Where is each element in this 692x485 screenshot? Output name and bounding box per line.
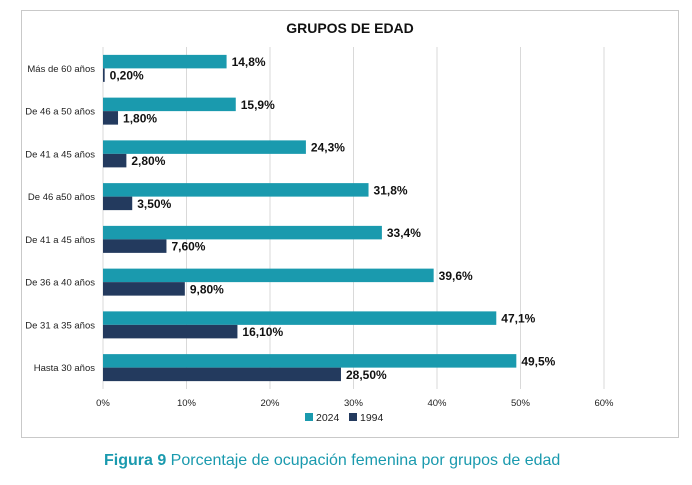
bar-2024	[103, 140, 306, 154]
legend-label-2024: 2024	[316, 412, 340, 424]
data-label-1994: 3,50%	[137, 197, 171, 211]
x-tick-label: 20%	[260, 398, 280, 409]
x-tick-label: 30%	[344, 398, 364, 409]
bar-1994	[103, 68, 105, 82]
data-label-2024: 24,3%	[311, 141, 345, 155]
category-label: Más de 60 años	[27, 64, 95, 75]
data-label-1994: 9,80%	[190, 282, 224, 296]
bar-chart: GRUPOS DE EDAD 14,8% 0,20% Más de 60 años 15…	[25, 20, 614, 424]
data-label-2024: 39,6%	[439, 269, 473, 283]
legend-label-1994: 1994	[360, 412, 384, 424]
data-label-1994: 0,20%	[110, 69, 144, 83]
bar-1994	[103, 367, 341, 382]
category-label: De 41 a 45 años	[25, 235, 95, 246]
x-tick-label: 10%	[177, 398, 197, 409]
x-tick-label: 50%	[511, 398, 531, 409]
legend-swatch-1994	[349, 413, 357, 421]
bar-1994	[103, 153, 127, 168]
data-label-2024: 49,5%	[521, 354, 555, 368]
bar-2024	[103, 268, 434, 283]
data-label-2024: 14,8%	[232, 55, 266, 69]
figure-caption-label: Figura 9	[104, 452, 167, 469]
bar-2024	[103, 225, 382, 240]
data-label-1994: 16,10%	[242, 325, 283, 339]
data-label-2024: 47,1%	[501, 312, 535, 326]
figure-caption-text: Porcentaje de ocupación femenina por gru…	[166, 452, 561, 469]
category-label: De 41 a 45 años	[25, 149, 95, 160]
data-label-1994: 1,80%	[123, 111, 157, 125]
category-label: De 46 a50 años	[28, 192, 95, 203]
category-label: De 36 a 40 años	[25, 278, 95, 289]
x-tick-label: 0%	[96, 398, 110, 409]
bar-1994	[103, 324, 238, 339]
x-tick-label: 60%	[594, 398, 614, 409]
data-label-2024: 31,8%	[374, 183, 408, 197]
bar-1994	[103, 239, 167, 253]
data-label-2024: 33,4%	[387, 226, 421, 240]
bar-2024	[103, 183, 369, 197]
data-label-1994: 2,80%	[131, 154, 165, 168]
bar-2024	[103, 54, 227, 69]
x-tick-label: 40%	[427, 398, 447, 409]
category-label: De 46 a 50 años	[25, 107, 95, 118]
figure-caption: Figura 9 Porcentaje de ocupación femenin…	[104, 452, 560, 470]
data-label-2024: 15,9%	[241, 98, 275, 112]
bar-1994	[103, 196, 133, 211]
data-label-1994: 28,50%	[346, 368, 387, 382]
legend-swatch-2024	[305, 413, 313, 421]
bar-2024	[103, 354, 517, 368]
bar-1994	[103, 282, 185, 296]
chart-title: GRUPOS DE EDAD	[286, 20, 414, 36]
bar-1994	[103, 111, 119, 125]
category-label: De 31 a 35 años	[25, 320, 95, 331]
bar-2024	[103, 97, 236, 112]
chart-frame: GRUPOS DE EDAD 14,8% 0,20% Más de 60 años 15…	[21, 10, 679, 438]
bar-2024	[103, 311, 497, 325]
data-label-1994: 7,60%	[171, 240, 205, 254]
category-label: Hasta 30 años	[34, 363, 96, 374]
